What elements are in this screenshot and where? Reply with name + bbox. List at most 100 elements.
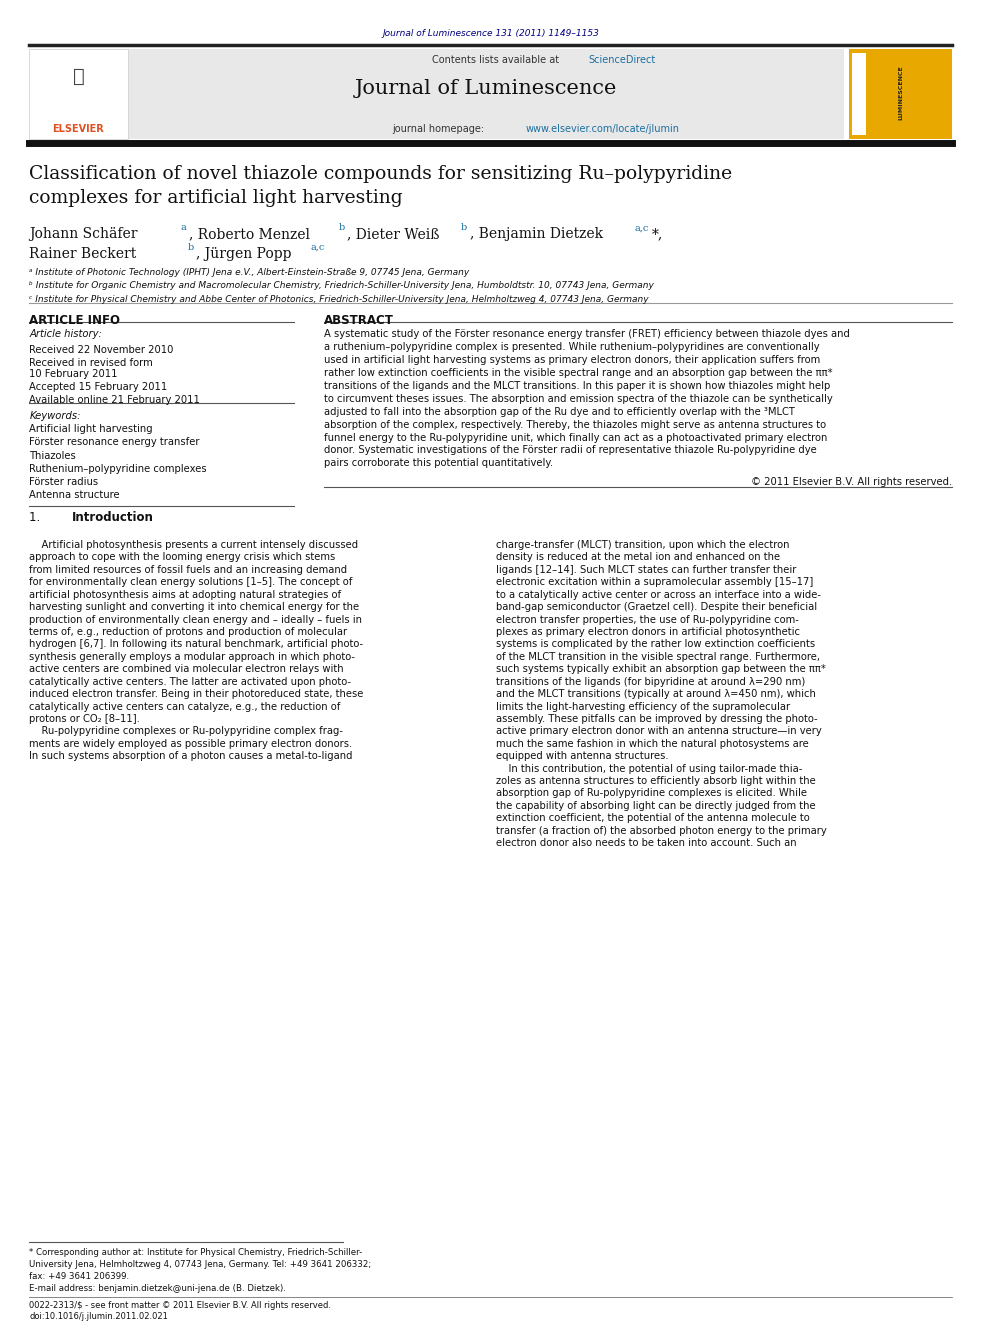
Text: Article history:: Article history: <box>30 329 102 339</box>
Text: terms of, e.g., reduction of protons and production of molecular: terms of, e.g., reduction of protons and… <box>30 627 347 636</box>
FancyBboxPatch shape <box>128 49 844 139</box>
Text: catalytically active centers can catalyze, e.g., the reduction of: catalytically active centers can catalyz… <box>30 701 341 712</box>
Text: a,c: a,c <box>310 243 324 253</box>
Text: assembly. These pitfalls can be improved by dressing the photo-: assembly. These pitfalls can be improved… <box>496 714 817 724</box>
Text: plexes as primary electron donors in artificial photosynthetic: plexes as primary electron donors in art… <box>496 627 800 636</box>
Text: a,c: a,c <box>635 224 649 233</box>
Text: Förster resonance energy transfer: Förster resonance energy transfer <box>30 438 200 447</box>
Text: transitions of the ligands and the MLCT transitions. In this paper it is shown h: transitions of the ligands and the MLCT … <box>323 381 830 390</box>
Text: funnel energy to the Ru-polypyridine unit, which finally can act as a photoactiv: funnel energy to the Ru-polypyridine uni… <box>323 433 827 442</box>
Text: such systems typically exhibit an absorption gap between the ππ*: such systems typically exhibit an absorp… <box>496 664 825 675</box>
Text: from limited resources of fossil fuels and an increasing demand: from limited resources of fossil fuels a… <box>30 565 347 576</box>
Text: Artificial light harvesting: Artificial light harvesting <box>30 425 153 434</box>
Text: active primary electron donor with an antenna structure—in very: active primary electron donor with an an… <box>496 726 821 737</box>
Text: to circumvent theses issues. The absorption and emission spectra of the thiazole: to circumvent theses issues. The absorpt… <box>323 394 832 404</box>
Text: used in artificial light harvesting systems as primary electron donors, their ap: used in artificial light harvesting syst… <box>323 355 820 365</box>
Text: transitions of the ligands (for bipyridine at around λ=290 nm): transitions of the ligands (for bipyridi… <box>496 676 805 687</box>
Text: ᶜ Institute for Physical Chemistry and Abbe Center of Photonics, Friedrich-Schil: ᶜ Institute for Physical Chemistry and A… <box>30 295 649 303</box>
Text: ments are widely employed as possible primary electron donors.: ments are widely employed as possible pr… <box>30 738 353 749</box>
Text: In this contribution, the potential of using tailor-made thia-: In this contribution, the potential of u… <box>496 763 802 774</box>
Text: protons or CO₂ [8–11].: protons or CO₂ [8–11]. <box>30 714 140 724</box>
Text: harvesting sunlight and converting it into chemical energy for the: harvesting sunlight and converting it in… <box>30 602 359 613</box>
Text: and the MLCT transitions (typically at around λ=450 nm), which: and the MLCT transitions (typically at a… <box>496 689 815 699</box>
Text: , Benjamin Dietzek: , Benjamin Dietzek <box>470 228 603 241</box>
Text: catalytically active centers. The latter are activated upon photo-: catalytically active centers. The latter… <box>30 676 351 687</box>
Text: , Jürgen Popp: , Jürgen Popp <box>196 247 292 261</box>
Text: Förster radius: Förster radius <box>30 476 98 487</box>
Text: fax: +49 3641 206399.: fax: +49 3641 206399. <box>30 1273 130 1281</box>
Text: University Jena, Helmholtzweg 4, 07743 Jena, Germany. Tel: +49 3641 206332;: University Jena, Helmholtzweg 4, 07743 J… <box>30 1261 372 1269</box>
Text: ligands [12–14]. Such MLCT states can further transfer their: ligands [12–14]. Such MLCT states can fu… <box>496 565 796 576</box>
Text: Thiazoles: Thiazoles <box>30 451 76 460</box>
Text: synthesis generally employs a modular approach in which photo-: synthesis generally employs a modular ap… <box>30 652 355 662</box>
Text: Accepted 15 February 2011: Accepted 15 February 2011 <box>30 382 168 392</box>
Text: , Roberto Menzel: , Roberto Menzel <box>189 228 310 241</box>
Text: adjusted to fall into the absorption gap of the Ru dye and to efficiently overla: adjusted to fall into the absorption gap… <box>323 406 795 417</box>
Text: E-mail address: benjamin.dietzek@uni-jena.de (B. Dietzek).: E-mail address: benjamin.dietzek@uni-jen… <box>30 1285 287 1293</box>
Text: zoles as antenna structures to efficiently absorb light within the: zoles as antenna structures to efficient… <box>496 777 815 786</box>
Text: doi:10.1016/j.jlumin.2011.02.021: doi:10.1016/j.jlumin.2011.02.021 <box>30 1312 169 1320</box>
Text: 🌳: 🌳 <box>72 67 84 86</box>
Text: much the same fashion in which the natural photosystems are: much the same fashion in which the natur… <box>496 738 808 749</box>
Text: b: b <box>338 224 345 233</box>
Text: * Corresponding author at: Institute for Physical Chemistry, Friedrich-Schiller-: * Corresponding author at: Institute for… <box>30 1249 363 1257</box>
FancyBboxPatch shape <box>852 53 866 135</box>
Text: charge-transfer (MLCT) transition, upon which the electron: charge-transfer (MLCT) transition, upon … <box>496 540 789 550</box>
Text: approach to cope with the looming energy crisis which stems: approach to cope with the looming energy… <box>30 553 335 562</box>
Text: Johann Schäfer: Johann Schäfer <box>30 228 138 241</box>
Text: In such systems absorption of a photon causes a metal-to-ligand: In such systems absorption of a photon c… <box>30 751 353 761</box>
Text: 1.: 1. <box>30 511 49 524</box>
Text: ARTICLE INFO: ARTICLE INFO <box>30 315 120 327</box>
Text: a: a <box>181 224 186 233</box>
Text: Ruthenium–polypyridine complexes: Ruthenium–polypyridine complexes <box>30 464 207 474</box>
Text: hydrogen [6,7]. In following its natural benchmark, artificial photo-: hydrogen [6,7]. In following its natural… <box>30 639 363 650</box>
Text: the capability of absorbing light can be directly judged from the: the capability of absorbing light can be… <box>496 800 815 811</box>
Text: ELSEVIER: ELSEVIER <box>53 124 104 135</box>
Text: absorption gap of Ru-polypyridine complexes is elicited. While: absorption gap of Ru-polypyridine comple… <box>496 789 806 799</box>
Text: a ruthenium–polypyridine complex is presented. While ruthenium–polypyridines are: a ruthenium–polypyridine complex is pres… <box>323 341 819 352</box>
Text: Antenna structure: Antenna structure <box>30 490 120 500</box>
Text: production of environmentally clean energy and – ideally – fuels in: production of environmentally clean ener… <box>30 615 362 624</box>
Text: ABSTRACT: ABSTRACT <box>323 315 394 327</box>
Text: induced electron transfer. Being in their photoreduced state, these: induced electron transfer. Being in thei… <box>30 689 364 699</box>
Text: electron donor also needs to be taken into account. Such an: electron donor also needs to be taken in… <box>496 839 797 848</box>
Text: www.elsevier.com/locate/jlumin: www.elsevier.com/locate/jlumin <box>526 124 680 134</box>
Text: Rainer Beckert: Rainer Beckert <box>30 247 137 261</box>
Text: b: b <box>187 243 193 253</box>
Text: absorption of the complex, respectively. Thereby, the thiazoles might serve as a: absorption of the complex, respectively.… <box>323 419 826 430</box>
Text: electronic excitation within a supramolecular assembly [15–17]: electronic excitation within a supramole… <box>496 577 812 587</box>
Text: A systematic study of the Förster resonance energy transfer (FRET) efficiency be: A systematic study of the Förster resona… <box>323 329 850 339</box>
Text: pairs corroborate this potential quantitatively.: pairs corroborate this potential quantit… <box>323 459 553 468</box>
Text: Introduction: Introduction <box>71 511 154 524</box>
Text: donor. Systematic investigations of the Förster radii of representative thiazole: donor. Systematic investigations of the … <box>323 446 816 455</box>
FancyBboxPatch shape <box>30 49 128 139</box>
Text: LUMINESCENCE: LUMINESCENCE <box>899 65 904 120</box>
Text: active centers are combined via molecular electron relays with: active centers are combined via molecula… <box>30 664 344 675</box>
Text: Ru-polypyridine complexes or Ru-polypyridine complex frag-: Ru-polypyridine complexes or Ru-polypyri… <box>30 726 343 737</box>
Text: , Dieter Weiß: , Dieter Weiß <box>347 228 439 241</box>
Text: Journal of Luminescence: Journal of Luminescence <box>354 79 617 98</box>
Text: rather low extinction coefficients in the visible spectral range and an absorpti: rather low extinction coefficients in th… <box>323 368 832 378</box>
Text: band-gap semiconductor (Graetzel cell). Despite their beneficial: band-gap semiconductor (Graetzel cell). … <box>496 602 816 613</box>
Text: b: b <box>461 224 467 233</box>
Text: Journal of Luminescence 131 (2011) 1149–1153: Journal of Luminescence 131 (2011) 1149–… <box>382 29 599 38</box>
Text: ScienceDirect: ScienceDirect <box>588 56 656 65</box>
Text: *,: *, <box>652 228 663 241</box>
Text: for environmentally clean energy solutions [1–5]. The concept of: for environmentally clean energy solutio… <box>30 577 353 587</box>
Text: Available online 21 February 2011: Available online 21 February 2011 <box>30 396 200 405</box>
Text: Contents lists available at: Contents lists available at <box>432 56 562 65</box>
Text: Classification of novel thiazole compounds for sensitizing Ru–polypyridine
compl: Classification of novel thiazole compoun… <box>30 165 732 206</box>
Text: transfer (a fraction of) the absorbed photon energy to the primary: transfer (a fraction of) the absorbed ph… <box>496 826 826 836</box>
Text: equipped with antenna structures.: equipped with antenna structures. <box>496 751 669 761</box>
Text: 0022-2313/$ - see front matter © 2011 Elsevier B.V. All rights reserved.: 0022-2313/$ - see front matter © 2011 El… <box>30 1302 331 1310</box>
Text: density is reduced at the metal ion and enhanced on the: density is reduced at the metal ion and … <box>496 553 780 562</box>
Text: 10 February 2011: 10 February 2011 <box>30 369 118 378</box>
Text: of the MLCT transition in the visible spectral range. Furthermore,: of the MLCT transition in the visible sp… <box>496 652 819 662</box>
Text: systems is complicated by the rather low extinction coefficients: systems is complicated by the rather low… <box>496 639 814 650</box>
Text: ᵇ Institute for Organic Chemistry and Macromolecular Chemistry, Friedrich-Schill: ᵇ Institute for Organic Chemistry and Ma… <box>30 282 655 291</box>
Text: to a catalytically active center or across an interface into a wide-: to a catalytically active center or acro… <box>496 590 820 599</box>
Text: Artificial photosynthesis presents a current intensely discussed: Artificial photosynthesis presents a cur… <box>30 540 358 550</box>
Text: © 2011 Elsevier B.V. All rights reserved.: © 2011 Elsevier B.V. All rights reserved… <box>751 476 951 487</box>
FancyBboxPatch shape <box>849 49 951 139</box>
Text: extinction coefficient, the potential of the antenna molecule to: extinction coefficient, the potential of… <box>496 814 809 823</box>
